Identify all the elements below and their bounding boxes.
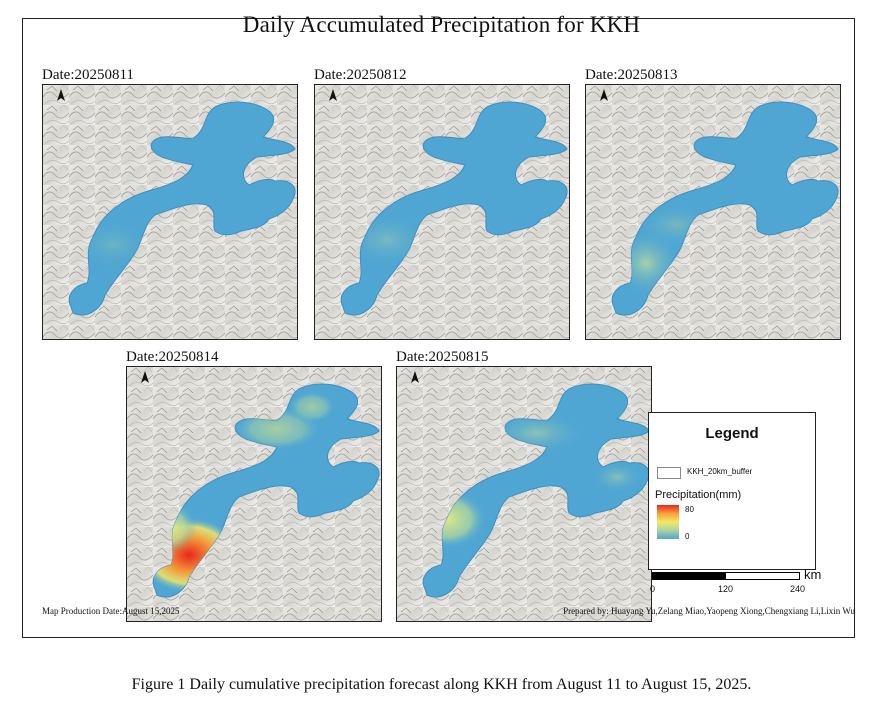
scale-tick-0: 0: [650, 584, 656, 594]
scale-bar: [652, 572, 800, 580]
buffer-swatch-icon: [657, 467, 681, 479]
prepared-by: Prepared by: Huayang Yu,Zelang Miao,Yaop…: [563, 606, 855, 616]
precipitation-title: Precipitation(mm): [655, 489, 742, 501]
figure-caption: Figure 1 Daily cumulative precipitation …: [131, 676, 752, 693]
map-panel-2: [314, 84, 570, 340]
panel-date-2: Date:20250812: [314, 67, 407, 83]
north-arrow-icon: [600, 89, 608, 101]
production-date: Map Production Date:August 15,2025: [42, 606, 180, 616]
scale-unit: km: [804, 567, 822, 582]
buffer-label: KKH_20km_buffer: [687, 467, 753, 476]
map-panel-5: [396, 366, 652, 622]
map-title: Daily Accumulated Precipitation for KKH: [242, 12, 641, 37]
panel-date-1: Date:20250811: [42, 67, 134, 83]
scale-tick-240: 240: [790, 584, 806, 594]
legend-box: Legend KKH_20km_buffer Precipitation(mm)…: [648, 412, 816, 570]
map-panel-3: [585, 84, 841, 340]
panel-date-5: Date:20250815: [396, 349, 489, 365]
north-arrow-icon: [57, 89, 65, 101]
map-panel-4: [126, 366, 382, 622]
north-arrow-icon: [329, 89, 337, 101]
map-panel-1: [42, 84, 298, 340]
panel-date-3: Date:20250813: [585, 67, 678, 83]
map-frame: [22, 18, 855, 638]
color-ramp: [657, 505, 679, 539]
legend-title: Legend: [705, 425, 759, 442]
ramp-max-label: 80: [685, 505, 694, 514]
north-arrow-icon: [411, 371, 419, 383]
scale-tick-120: 120: [718, 584, 734, 594]
ramp-min-label: 0: [685, 532, 690, 541]
north-arrow-icon: [141, 371, 149, 383]
panel-date-4: Date:20250814: [126, 349, 219, 365]
